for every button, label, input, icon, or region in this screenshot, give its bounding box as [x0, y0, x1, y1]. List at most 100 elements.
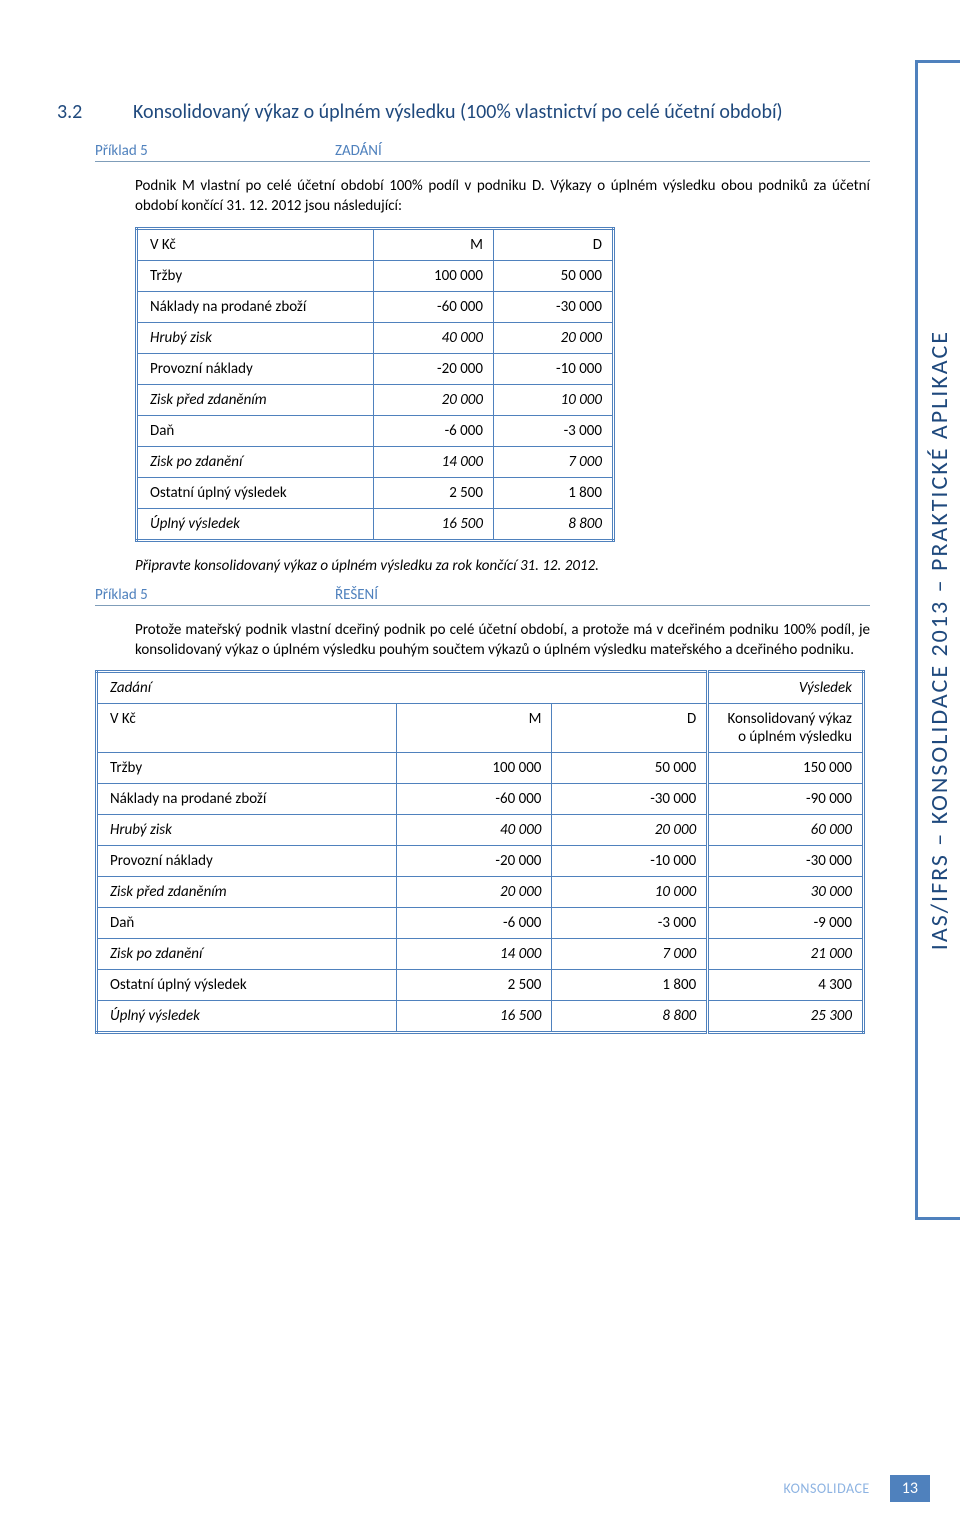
value-cell: 40 000 [374, 322, 494, 353]
document-page: IAS/IFRS – KONSOLIDACE 2013 – PRAKTICKÉ … [0, 0, 960, 1530]
value-cell: 20 000 [374, 384, 494, 415]
table-row: Úplný výsledek16 5008 80025 300 [97, 1001, 864, 1033]
table-row: Daň-6 000-3 000-9 000 [97, 908, 864, 939]
example-header-reseni: Příklad 5 ŘEŠENÍ [95, 586, 870, 606]
value-cell: -6 000 [396, 908, 552, 939]
value-cell: 100 000 [374, 260, 494, 291]
table-row: Tržby100 00050 000 [137, 260, 614, 291]
label-cell: Ostatní úplný výsledek [97, 970, 397, 1001]
value-cell: -9 000 [708, 908, 864, 939]
value-cell: -60 000 [396, 784, 552, 815]
value-cell: 100 000 [396, 753, 552, 784]
table-row: V Kč M D [137, 228, 614, 260]
footer-label: KONSOLIDACE [784, 1480, 870, 1497]
label-cell: Tržby [137, 260, 374, 291]
header-cell: M [396, 704, 552, 753]
value-cell: 60 000 [708, 815, 864, 846]
value-cell: 1 800 [552, 970, 708, 1001]
table-row: Daň-6 000-3 000 [137, 415, 614, 446]
value-cell: 21 000 [708, 939, 864, 970]
label-cell: Zisk po zdanění [97, 939, 397, 970]
value-cell: 30 000 [708, 877, 864, 908]
header-cell: V Kč [137, 228, 374, 260]
value-cell: -6 000 [374, 415, 494, 446]
value-cell: -30 000 [708, 846, 864, 877]
label-cell: Daň [137, 415, 374, 446]
value-cell: 20 000 [494, 322, 614, 353]
value-cell: -30 000 [494, 291, 614, 322]
table-row: Zisk před zdaněním20 00010 00030 000 [97, 877, 864, 908]
example-label: Příklad 5 [95, 142, 335, 160]
value-cell: -90 000 [708, 784, 864, 815]
example-header-zadani: Příklad 5 ZADÁNÍ [95, 142, 870, 162]
section-number: 3.2 [95, 100, 133, 124]
table-row: Zadání Výsledek [97, 672, 864, 704]
section-heading: 3.2Konsolidovaný výkaz o úplném výsledku… [133, 100, 870, 124]
table-row: Provozní náklady-20 000-10 000 [137, 353, 614, 384]
value-cell: 10 000 [494, 384, 614, 415]
table-row: Úplný výsledek16 5008 800 [137, 508, 614, 540]
value-cell: 10 000 [552, 877, 708, 908]
label-cell: Hrubý zisk [137, 322, 374, 353]
label-cell: Úplný výsledek [97, 1001, 397, 1033]
value-cell: 150 000 [708, 753, 864, 784]
label-cell: Daň [97, 908, 397, 939]
label-cell: Zisk před zdaněním [137, 384, 374, 415]
value-cell: -3 000 [494, 415, 614, 446]
value-cell: 8 800 [552, 1001, 708, 1033]
label-cell: Náklady na prodané zboží [97, 784, 397, 815]
solution-paragraph: Protože mateřský podnik vlastní dceřiný … [135, 620, 870, 661]
value-cell: 7 000 [494, 446, 614, 477]
table-row: Zisk po zdanění14 0007 00021 000 [97, 939, 864, 970]
value-cell: -10 000 [494, 353, 614, 384]
value-cell: 40 000 [396, 815, 552, 846]
header-cell: D [552, 704, 708, 753]
table-row: Tržby100 00050 000150 000 [97, 753, 864, 784]
value-cell: 2 500 [374, 477, 494, 508]
header-cell: V Kč [97, 704, 397, 753]
value-cell: 16 500 [374, 508, 494, 540]
value-cell: 8 800 [494, 508, 614, 540]
table-row: Hrubý zisk40 00020 00060 000 [97, 815, 864, 846]
label-cell: Provozní náklady [97, 846, 397, 877]
value-cell: 16 500 [396, 1001, 552, 1033]
value-cell: 14 000 [396, 939, 552, 970]
page-footer: KONSOLIDACE 13 [784, 1475, 930, 1502]
label-cell: Tržby [97, 753, 397, 784]
value-cell: -10 000 [552, 846, 708, 877]
label-cell: Hrubý zisk [97, 815, 397, 846]
task-paragraph: Připravte konsolidovaný výkaz o úplném v… [135, 556, 870, 576]
table-row: Ostatní úplný výsledek2 5001 800 [137, 477, 614, 508]
value-cell: -60 000 [374, 291, 494, 322]
header-cell: Výsledek [708, 672, 864, 704]
label-cell: Náklady na prodané zboží [137, 291, 374, 322]
header-cell: M [374, 228, 494, 260]
value-cell: 50 000 [552, 753, 708, 784]
value-cell: 14 000 [374, 446, 494, 477]
table-row: Náklady na prodané zboží-60 000-30 000-9… [97, 784, 864, 815]
header-cell: Konsolidovaný výkaz o úplném výsledku [708, 704, 864, 753]
example-type: ZADÁNÍ [335, 142, 382, 160]
header-cell: Zadání [97, 672, 708, 704]
value-cell: 4 300 [708, 970, 864, 1001]
section-title-text: Konsolidovaný výkaz o úplném výsledku (1… [133, 100, 783, 124]
side-tab: IAS/IFRS – KONSOLIDACE 2013 – PRAKTICKÉ … [915, 60, 960, 1220]
label-cell: Úplný výsledek [137, 508, 374, 540]
value-cell: -20 000 [374, 353, 494, 384]
value-cell: 20 000 [552, 815, 708, 846]
table-row: Ostatní úplný výsledek2 5001 8004 300 [97, 970, 864, 1001]
table-row: Náklady na prodané zboží-60 000-30 000 [137, 291, 614, 322]
value-cell: 50 000 [494, 260, 614, 291]
header-cell: D [494, 228, 614, 260]
label-cell: Ostatní úplný výsledek [137, 477, 374, 508]
table-row: Provozní náklady-20 000-10 000-30 000 [97, 846, 864, 877]
value-cell: -30 000 [552, 784, 708, 815]
intro-paragraph: Podnik M vlastní po celé účetní období 1… [135, 176, 870, 217]
label-cell: Provozní náklady [137, 353, 374, 384]
example-label: Příklad 5 [95, 586, 335, 604]
side-tab-text: IAS/IFRS – KONSOLIDACE 2013 – PRAKTICKÉ … [925, 330, 954, 950]
example-type: ŘEŠENÍ [335, 586, 378, 604]
input-table: V Kč M D Tržby100 00050 000Náklady na pr… [135, 227, 615, 542]
table-row: Hrubý zisk40 00020 000 [137, 322, 614, 353]
value-cell: 7 000 [552, 939, 708, 970]
